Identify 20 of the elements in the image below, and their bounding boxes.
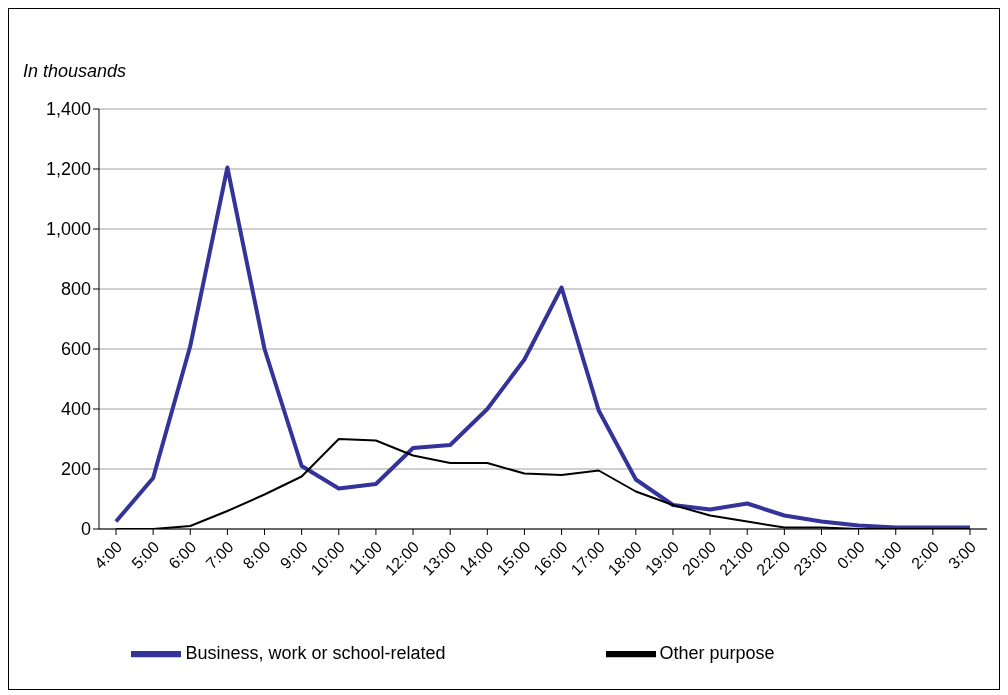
- x-tick-label: 3:00: [945, 538, 980, 573]
- x-tick-label: 8:00: [239, 538, 274, 573]
- y-tick-label: 800: [60, 279, 91, 300]
- x-tick-label: 9:00: [276, 538, 311, 573]
- x-tick-label: 1:00: [870, 538, 905, 573]
- x-tick-label: 0:00: [833, 538, 868, 573]
- x-tick-label: 6:00: [165, 538, 200, 573]
- y-axis-title: In thousands: [23, 61, 127, 82]
- y-tick-label: 600: [60, 339, 91, 360]
- y-tick-label: 400: [60, 399, 91, 420]
- x-tick-label: 5:00: [128, 538, 163, 573]
- y-tick-label: 0: [80, 519, 91, 540]
- y-tick-label: 200: [60, 459, 91, 480]
- y-tick-label: 1,000: [45, 219, 91, 240]
- y-tick-label: 1,200: [45, 159, 91, 180]
- x-tick-label: 4:00: [91, 538, 126, 573]
- legend-label: Business, work or school-related: [185, 642, 446, 663]
- legend-label: Other purpose: [659, 642, 775, 663]
- y-tick-label: 1,400: [45, 99, 91, 120]
- x-tick-label: 7:00: [202, 538, 237, 573]
